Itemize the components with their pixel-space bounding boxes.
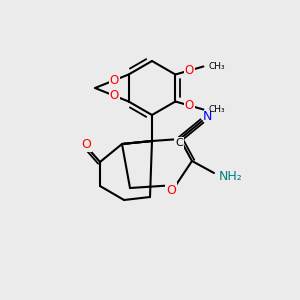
Text: O: O [110,74,119,87]
Text: CH₃: CH₃ [208,62,225,71]
Text: C: C [175,138,183,148]
Text: O: O [185,99,194,112]
Text: CH₃: CH₃ [208,105,225,114]
Text: O: O [81,137,91,151]
Text: N: N [202,110,212,124]
Text: O: O [185,64,194,77]
Text: O: O [166,184,176,196]
Text: O: O [110,89,119,102]
Text: NH₂: NH₂ [219,169,243,182]
